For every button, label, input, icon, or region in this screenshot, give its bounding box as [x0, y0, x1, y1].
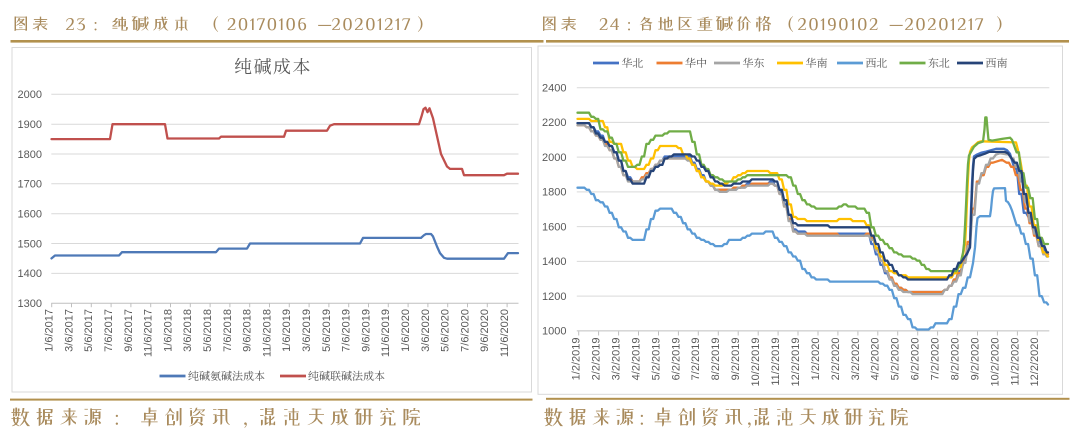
svg-text:3/6/2017: 3/6/2017 — [63, 309, 75, 352]
svg-text:3/2/2019: 3/2/2019 — [611, 338, 623, 381]
svg-text:10/2/2019: 10/2/2019 — [750, 338, 762, 387]
svg-text:1/2/2019: 1/2/2019 — [571, 338, 583, 381]
svg-text:1600: 1600 — [542, 221, 566, 233]
svg-text:2000: 2000 — [18, 89, 42, 101]
svg-text:5/6/2020: 5/6/2020 — [440, 309, 452, 352]
svg-text:11/2/2019: 11/2/2019 — [770, 338, 782, 386]
svg-text:2400: 2400 — [542, 83, 566, 95]
svg-text:1400: 1400 — [18, 268, 42, 280]
svg-text:1/6/2018: 1/6/2018 — [162, 309, 174, 352]
svg-text:3/6/2019: 3/6/2019 — [301, 309, 313, 352]
svg-text:5/6/2017: 5/6/2017 — [83, 309, 95, 352]
svg-text:12/2/2020: 12/2/2020 — [1029, 338, 1041, 387]
svg-text:5/2/2020: 5/2/2020 — [890, 338, 902, 381]
svg-text:12/2/2019: 12/2/2019 — [790, 338, 802, 387]
svg-text:8/2/2020: 8/2/2020 — [950, 338, 962, 381]
svg-text:9/6/2018: 9/6/2018 — [242, 309, 254, 352]
svg-text:9/6/2017: 9/6/2017 — [123, 309, 135, 352]
svg-text:5/6/2019: 5/6/2019 — [321, 309, 333, 352]
svg-text:3/6/2020: 3/6/2020 — [420, 309, 432, 352]
svg-text:西南: 西南 — [986, 55, 1008, 71]
svg-text:数据来源：卓创资讯,混沌天成研究院: 数据来源：卓创资讯,混沌天成研究院 — [10, 407, 425, 429]
svg-text:华东: 华东 — [743, 55, 765, 71]
svg-text:1000: 1000 — [542, 326, 566, 338]
svg-text:西北: 西北 — [866, 55, 888, 71]
svg-text:纯碱氨碱法成本: 纯碱氨碱法成本 — [188, 368, 265, 384]
svg-text:华中: 华中 — [685, 55, 707, 71]
svg-text:11/6/2020: 11/6/2020 — [499, 309, 511, 357]
svg-text:1400: 1400 — [542, 256, 566, 268]
svg-text:1900: 1900 — [18, 119, 42, 131]
svg-text:11/6/2018: 11/6/2018 — [261, 309, 273, 357]
svg-text:8/2/2019: 8/2/2019 — [710, 338, 722, 381]
svg-text:1800: 1800 — [18, 149, 42, 161]
svg-text:4/2/2020: 4/2/2020 — [870, 338, 882, 381]
svg-text:2200: 2200 — [542, 117, 566, 129]
svg-text:7/6/2017: 7/6/2017 — [103, 309, 115, 352]
svg-text:7/6/2019: 7/6/2019 — [341, 309, 353, 352]
svg-text:3/6/2018: 3/6/2018 — [182, 309, 194, 352]
svg-text:华北: 华北 — [622, 55, 644, 71]
svg-text:9/2/2019: 9/2/2019 — [730, 338, 742, 381]
svg-text:纯碱联碱法成本: 纯碱联碱法成本 — [308, 368, 385, 384]
svg-text:11/6/2019: 11/6/2019 — [380, 309, 392, 357]
svg-text:华南: 华南 — [806, 55, 828, 71]
svg-text:纯碱成本: 纯碱成本 — [234, 53, 312, 79]
svg-text:1/6/2020: 1/6/2020 — [400, 309, 412, 352]
svg-text:11/2/2020: 11/2/2020 — [1009, 338, 1021, 386]
svg-text:1300: 1300 — [18, 298, 42, 310]
svg-text:1200: 1200 — [542, 291, 566, 303]
svg-text:1/6/2019: 1/6/2019 — [281, 309, 293, 352]
svg-text:5/6/2018: 5/6/2018 — [202, 309, 214, 352]
svg-text:1800: 1800 — [542, 187, 566, 199]
svg-text:7/6/2020: 7/6/2020 — [459, 309, 471, 352]
svg-text:9/2/2020: 9/2/2020 — [969, 338, 981, 381]
svg-text:1/2/2020: 1/2/2020 — [810, 338, 822, 381]
svg-text:2000: 2000 — [542, 152, 566, 164]
svg-text:2/2/2020: 2/2/2020 — [830, 338, 842, 381]
svg-text:9/6/2019: 9/6/2019 — [360, 309, 372, 352]
svg-text:7/2/2019: 7/2/2019 — [690, 338, 702, 381]
svg-text:4/2/2019: 4/2/2019 — [630, 338, 642, 381]
svg-text:1700: 1700 — [18, 179, 42, 191]
svg-text:11/6/2017: 11/6/2017 — [143, 309, 155, 357]
svg-text:5/2/2019: 5/2/2019 — [650, 338, 662, 381]
svg-text:2/2/2019: 2/2/2019 — [591, 338, 603, 381]
svg-text:数据来源：卓创资讯,混沌天成研究院: 数据来源：卓创资讯,混沌天成研究院 — [543, 407, 912, 429]
svg-text:7/2/2020: 7/2/2020 — [930, 338, 942, 381]
svg-text:7/6/2018: 7/6/2018 — [222, 309, 234, 352]
svg-text:1/6/2017: 1/6/2017 — [44, 309, 56, 352]
svg-text:10/2/2020: 10/2/2020 — [989, 338, 1001, 387]
svg-text:3/2/2020: 3/2/2020 — [850, 338, 862, 381]
svg-text:东北: 东北 — [928, 55, 950, 71]
svg-text:9/6/2020: 9/6/2020 — [479, 309, 491, 352]
svg-text:1600: 1600 — [18, 209, 42, 221]
svg-text:6/2/2019: 6/2/2019 — [670, 338, 682, 381]
svg-text:1500: 1500 — [18, 238, 42, 250]
svg-text:6/2/2020: 6/2/2020 — [910, 338, 922, 381]
